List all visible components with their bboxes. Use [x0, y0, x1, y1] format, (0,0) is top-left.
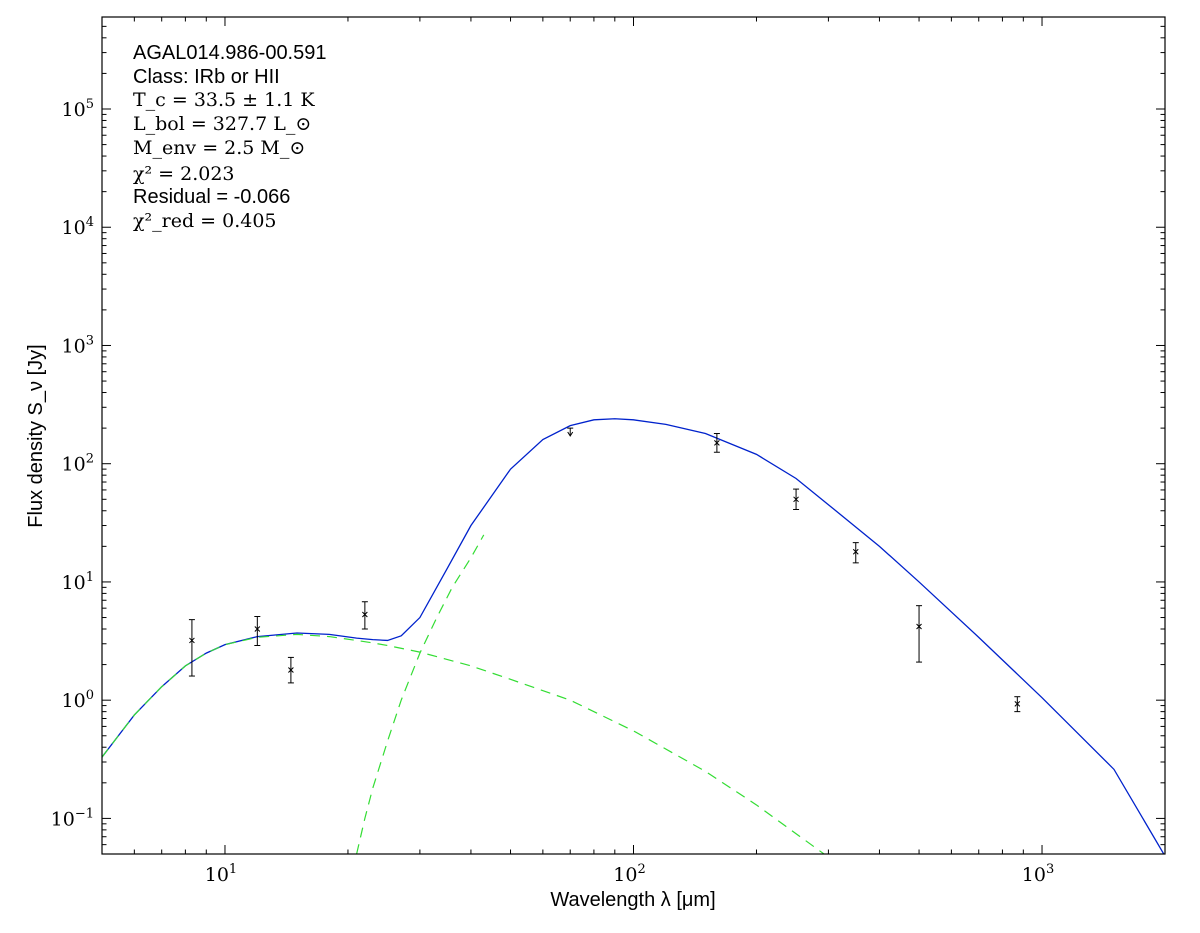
- data-point: [361, 601, 368, 630]
- y-tick-label: 100: [62, 688, 94, 712]
- x-axis-label: Wavelength λ [μm]: [550, 889, 715, 911]
- data-point: [793, 488, 800, 510]
- luminosity-annotation: L_bol = 327.7 L_⊙: [133, 113, 311, 135]
- total-fit-line: [102, 418, 1165, 854]
- mass-annotation: M_env = 2.5 M_⊙: [133, 137, 305, 159]
- y-tick-label: 102: [62, 452, 94, 476]
- data-point: [1014, 696, 1021, 713]
- source-class: Class: IRb or HII: [133, 66, 280, 88]
- data-point: [254, 616, 261, 647]
- x-tick-label: 103: [1022, 862, 1054, 886]
- chi2-red-annotation: χ²_red = 0.405: [133, 210, 277, 232]
- data-point: [567, 427, 574, 437]
- data-point: [188, 619, 195, 677]
- temperature-annotation: T_c = 33.5 ± 1.1 K: [133, 89, 315, 111]
- component-fit-line-2: [356, 534, 485, 854]
- fit-annotations: AGAL014.986-00.591 Class: IRb or HII T_c…: [133, 42, 327, 232]
- y-tick-label: 105: [62, 97, 94, 121]
- source-name: AGAL014.986-00.591: [133, 42, 327, 64]
- y-tick-label: 10−1: [51, 806, 94, 830]
- data-marker: [254, 626, 261, 632]
- data-marker: [852, 548, 859, 555]
- x-tick-label: 101: [205, 862, 237, 886]
- y-tick-label: 104: [62, 215, 94, 239]
- data-marker: [1014, 701, 1021, 707]
- upper-limit-arrow: [567, 431, 574, 437]
- data-marker: [714, 440, 720, 446]
- residual-annotation: Residual = -0.066: [133, 186, 290, 208]
- data-point: [852, 542, 859, 564]
- data-marker: [793, 496, 799, 503]
- data-point: [287, 656, 294, 684]
- data-marker: [189, 637, 195, 644]
- chi2-annotation: χ² = 2.023: [133, 163, 235, 185]
- x-tick-label: 102: [613, 862, 645, 886]
- data-point: [916, 605, 923, 663]
- data-marker: [916, 623, 922, 630]
- data-point: [713, 433, 720, 453]
- data-marker: [288, 667, 294, 673]
- y-axis-label: Flux density S_ν [Jy]: [25, 344, 47, 527]
- y-tick-label: 101: [62, 570, 94, 594]
- component-fit-line-1: [102, 633, 826, 854]
- data-marker: [362, 611, 368, 618]
- y-tick-label: 103: [62, 333, 94, 357]
